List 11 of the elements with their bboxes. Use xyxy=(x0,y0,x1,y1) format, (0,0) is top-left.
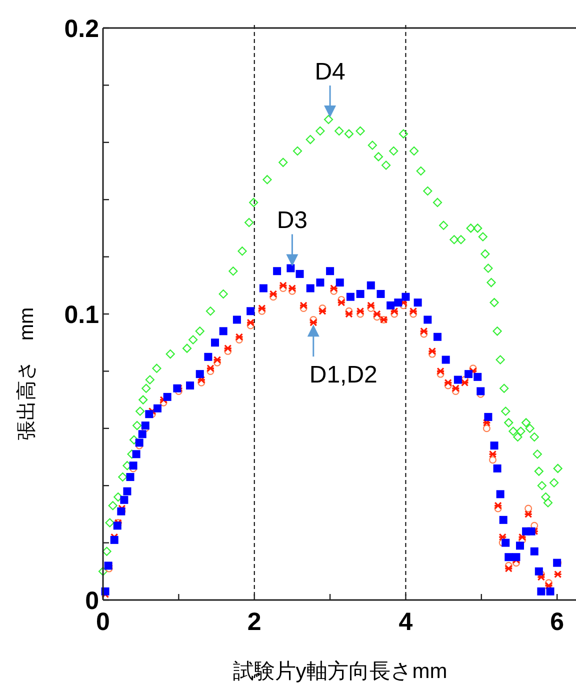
annotation: D4 xyxy=(314,58,346,86)
annotation: D3 xyxy=(276,207,308,234)
x-tick-label: 6 xyxy=(550,608,564,636)
y-tick-label: 0.2 xyxy=(64,15,99,43)
y-tick-label: 0.1 xyxy=(64,301,100,329)
x-tick-label: 4 xyxy=(398,608,413,636)
x-axis-title: 試験片y軸方向長さmm xyxy=(232,660,448,683)
y-tick-label: 0 xyxy=(85,587,99,615)
x-tick-label: 2 xyxy=(247,608,262,636)
annotation: D1,D2 xyxy=(309,362,378,389)
y-axis-title: 張出高さ mm xyxy=(15,307,38,441)
